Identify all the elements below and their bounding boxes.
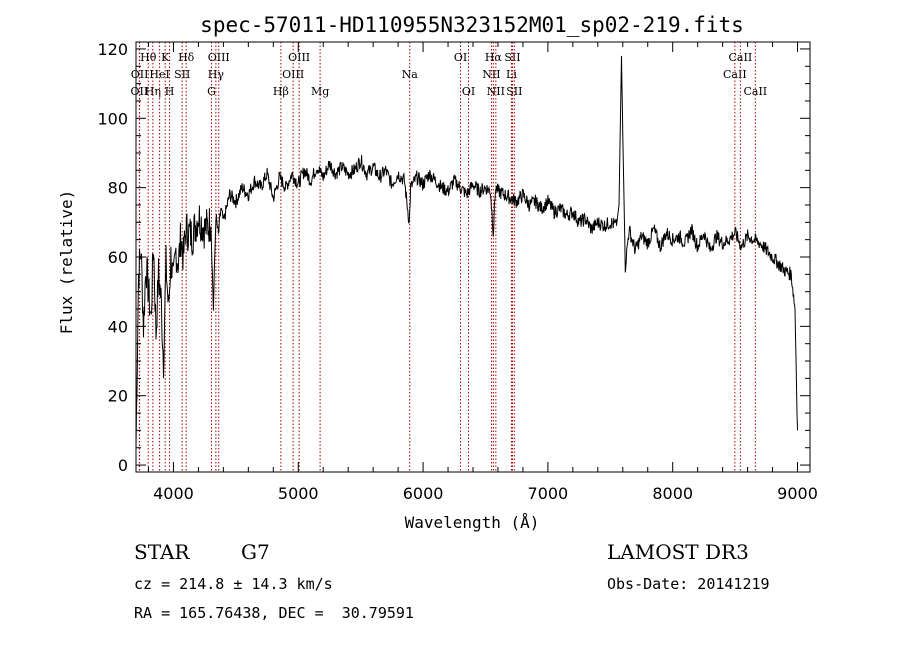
line-label-1: OII [131, 68, 149, 81]
y-axis-label: Flux (relative) [57, 190, 76, 335]
line-label-27: CaII [743, 85, 767, 98]
object-class: STAR [134, 540, 190, 564]
object-subclass: G7 [241, 540, 270, 564]
x-tick-label-3: 7000 [528, 484, 569, 503]
y-tick-label-4: 80 [108, 179, 128, 198]
line-label-23: SII [504, 51, 520, 64]
line-label-18: OI [462, 85, 475, 98]
line-label-26: CaII [729, 51, 753, 64]
y-tick-label-1: 20 [108, 387, 128, 406]
line-label-24: SII [506, 85, 522, 98]
x-tick-label-0: 4000 [153, 484, 194, 503]
line-label-19: NII [482, 68, 500, 81]
x-axis-label: Wavelength (Å) [405, 513, 540, 532]
line-label-25: CaII [723, 68, 747, 81]
line-label-14: OIII [288, 51, 310, 64]
line-label-16: Na [402, 68, 419, 81]
line-label-2: Hθ [140, 51, 157, 64]
line-label-7: SII [174, 68, 190, 81]
y-tick-label-3: 60 [108, 248, 128, 267]
line-label-20: Hα [485, 51, 503, 64]
line-label-8: Hδ [178, 51, 195, 64]
x-tick-label-4: 8000 [652, 484, 693, 503]
x-tick-label-2: 6000 [403, 484, 444, 503]
emission-lines-layer: OIIOIIHθHηHeIKHSIIHδGHγOIIIHβOIIIOIIIMgN… [131, 42, 767, 472]
line-label-10: Hγ [208, 68, 225, 81]
x-tick-label-1: 5000 [278, 484, 319, 503]
line-label-6: H [165, 85, 175, 98]
chart-title: spec-57011-HD110955N323152M01_sp02-219.f… [200, 13, 744, 37]
plot-frame [135, 41, 811, 473]
spectrum-series-flux [135, 55, 798, 449]
line-label-9: G [207, 85, 216, 98]
line-label-22: Li [506, 68, 517, 81]
observation-date: Obs-Date: 20141219 [607, 575, 770, 593]
y-tick-label-0: 0 [118, 456, 128, 475]
y-tick-label-6: 120 [97, 40, 128, 59]
line-label-4: HeI [149, 68, 169, 81]
ra-dec-coordinates: RA = 165.76438, DEC = 30.79591 [134, 604, 414, 622]
x-tick-label-5: 9000 [777, 484, 818, 503]
data-layer [135, 55, 798, 449]
line-label-21: NII [487, 85, 505, 98]
survey-name: LAMOST DR3 [607, 540, 749, 564]
line-label-15: Mg [311, 85, 329, 98]
line-label-3: Hη [145, 85, 161, 98]
line-label-12: Hβ [273, 85, 289, 98]
y-tick-label-5: 100 [97, 109, 128, 128]
redshift-velocity: cz = 214.8 ± 14.3 km/s [134, 575, 333, 593]
y-tick-label-2: 40 [108, 317, 128, 336]
axes-layer: 4000 5000 6000 7000 8000 9000 0 20 40 60 80 100 120 [97, 40, 817, 503]
line-label-11: OIII [208, 51, 230, 64]
line-label-17: OI [454, 51, 467, 64]
line-label-13: OIII [282, 68, 304, 81]
line-label-5: K [161, 51, 170, 64]
